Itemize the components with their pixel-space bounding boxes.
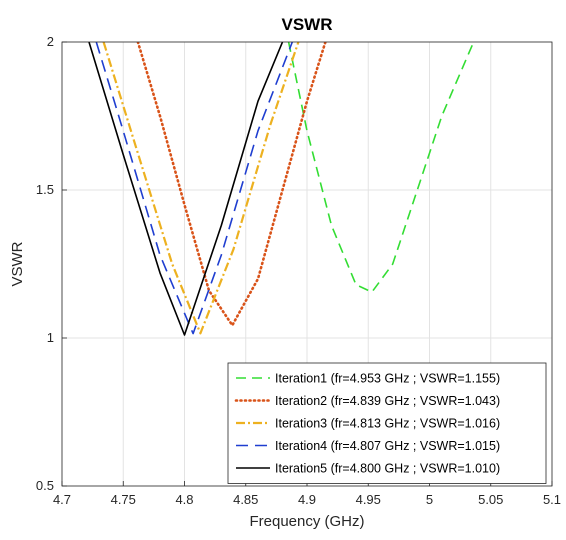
series-line-iteration2	[136, 42, 327, 327]
x-tick-label: 4.85	[233, 492, 258, 507]
x-tick-label: 4.8	[175, 492, 193, 507]
x-tick-label: 4.75	[111, 492, 136, 507]
legend-label-iteration4: Iteration4 (fr=4.807 GHz ; VSWR=1.015)	[275, 439, 500, 453]
x-tick-label: 4.95	[356, 492, 381, 507]
legend-box	[227, 362, 547, 484]
y-axis-label: VSWR	[9, 241, 26, 286]
x-tick-label: 5	[426, 492, 433, 507]
y-tick-label: 2	[47, 34, 54, 49]
x-tick-label: 5.1	[543, 492, 561, 507]
x-tick-label: 4.9	[298, 492, 316, 507]
axis-ticks: 4.7 4.75 4.8 4.85 4.9 4.95 5 5.05 5.1 0.5 1 1.5 2	[36, 34, 561, 507]
x-tick-label: 4.7	[53, 492, 71, 507]
series-line-iteration5	[88, 42, 284, 336]
legend-label-iteration3: Iteration3 (fr=4.813 GHz ; VSWR=1.016)	[275, 417, 500, 431]
y-tick-label: 1	[47, 330, 54, 345]
x-axis-label: Frequency (GHz)	[249, 513, 364, 530]
series-line-iteration3	[102, 42, 300, 335]
legend-label-iteration1: Iteration1 (fr=4.953 GHz ; VSWR=1.155)	[275, 372, 500, 386]
series-layer	[88, 42, 475, 336]
series-line-iteration4	[95, 42, 294, 335]
series-line-iteration1	[287, 42, 475, 293]
chart-title: VSWR	[282, 15, 333, 34]
y-tick-label: 1.5	[36, 182, 54, 197]
legend-label-iteration2: Iteration2 (fr=4.839 GHz ; VSWR=1.043)	[275, 394, 500, 408]
x-tick-label: 5.05	[478, 492, 503, 507]
y-tick-label: 0.5	[36, 478, 54, 493]
legend: Iteration1 (fr=4.953 GHz ; VSWR=1.155) It…	[227, 362, 547, 484]
legend-label-iteration5: Iteration5 (fr=4.800 GHz ; VSWR=1.010)	[275, 462, 500, 476]
